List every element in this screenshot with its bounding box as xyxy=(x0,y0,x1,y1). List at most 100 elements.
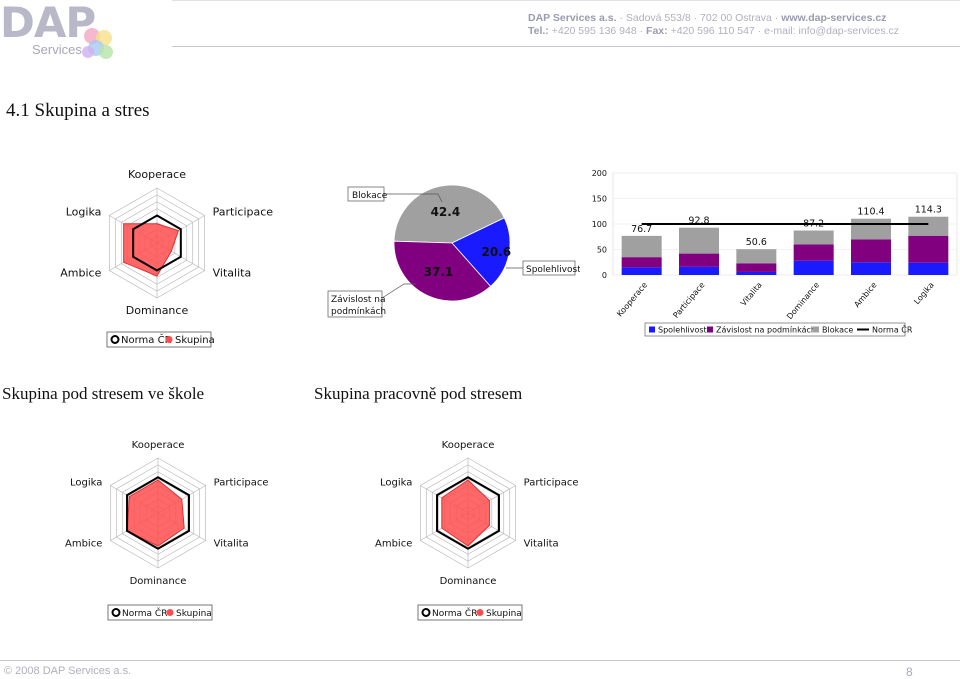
bar-segment xyxy=(621,235,662,258)
legend-label: Závislost na podmínkách xyxy=(716,326,816,335)
pie-slice xyxy=(393,184,505,244)
radar-series-skupina xyxy=(441,479,490,547)
legend-swatch xyxy=(813,326,819,333)
footer-rule xyxy=(0,660,960,661)
bar-total-label: 110.4 xyxy=(857,207,884,218)
bar-segment xyxy=(679,266,719,275)
bar-segment xyxy=(736,249,777,264)
radar-series-skupina xyxy=(123,223,180,277)
pie-chart-stres: 42.4 20.6 37.1 Blokace Spolehlivost Závislost… xyxy=(327,184,580,318)
page-number: 8 xyxy=(906,665,913,679)
pie-value-label: 42.4 xyxy=(431,205,461,219)
bar-total-label: 92.8 xyxy=(688,216,709,227)
header-rule xyxy=(172,46,960,47)
radar-axis-label: Participace xyxy=(524,478,579,489)
legend-skupina-label: Skupina xyxy=(175,335,215,346)
company-name: DAP Services a.s. xyxy=(528,12,617,24)
callout-box-zavislost xyxy=(327,290,383,318)
legend-norma-label: Norma ČR xyxy=(121,333,172,346)
legend-norma-label: Norma ČR xyxy=(872,324,913,335)
x-tick-label: Dominance xyxy=(785,280,821,321)
legend-skupina-label: Skupina xyxy=(486,609,522,619)
website-link: www.dap-services.cz xyxy=(781,12,887,24)
legend-label: Blokace xyxy=(822,326,853,335)
bar-segment xyxy=(793,260,834,275)
bar-segment xyxy=(621,267,662,275)
legend-label: Spolehlivost xyxy=(658,326,707,335)
legend-box xyxy=(107,604,213,621)
radar-axis-label: Kooperace xyxy=(442,440,495,451)
contact-block: DAP Services a.s. · Sadová 553/8 · 702 0… xyxy=(528,12,900,37)
subtitle-pracovne: Skupina pracovně pod stresem xyxy=(314,384,523,403)
legend-box xyxy=(644,322,906,337)
address: Sadová 553/8 xyxy=(625,12,691,24)
legend-skupina-marker xyxy=(166,609,174,616)
radar-axis-label: Vitalita xyxy=(214,539,249,550)
pie-value-label: 37.1 xyxy=(424,265,454,279)
bar-segment xyxy=(621,257,662,268)
pie-slice xyxy=(393,240,492,302)
radar-axis-label: Dominance xyxy=(130,576,187,587)
radar-axis-label: Logika xyxy=(380,478,412,489)
legend-skupina-marker xyxy=(165,336,173,343)
bar-segment xyxy=(793,244,834,261)
y-tick-label: 50 xyxy=(597,246,607,255)
radar-chart-skola: Kooperace Participace Vitalita Dominance Amb… xyxy=(65,440,269,621)
callout-line-zavislost xyxy=(381,283,416,299)
radar-chart-skupina: Kooperace Participace Vitalita Dominance Amb… xyxy=(60,168,274,348)
radar-axis-label: Vitalita xyxy=(524,539,559,550)
legend-norma-label: Norma ČR xyxy=(432,607,477,619)
radar-series-norma xyxy=(132,214,182,272)
fax-value: +420 596 110 547 xyxy=(670,25,755,37)
callout-label-zavislost-1: Závislost na xyxy=(331,295,386,305)
bar-segment xyxy=(851,239,891,263)
subtitle-skola: Skupina pod stresem ve škole xyxy=(2,384,205,403)
x-tick-label: Participace xyxy=(671,280,706,320)
legend-swatch xyxy=(707,326,713,333)
radar-axis-label: Participace xyxy=(213,206,274,219)
bar-segment xyxy=(736,271,777,275)
footer-copyright: © 2008 DAP Services a.s. xyxy=(4,665,132,677)
legend-skupina-label: Skupina xyxy=(176,609,212,619)
y-tick-label: 150 xyxy=(592,195,607,204)
radar-axis-label: Kooperace xyxy=(128,168,186,181)
callout-label-spolehlivost: Spolehlivost xyxy=(526,265,580,275)
section-title: 4.1 Skupina a stres xyxy=(6,100,150,121)
bar-chart-stres: 0 50 100 150 200 76.7 Kooperace 92.8 Participace… xyxy=(592,169,958,337)
bar-segment xyxy=(679,253,719,267)
tel-label: Tel.: xyxy=(528,25,549,37)
radar-axis-label: Dominance xyxy=(440,576,497,587)
tel-value: +420 595 136 948 xyxy=(551,25,637,37)
bar-segment xyxy=(908,235,949,263)
radar-axis-label: Ambice xyxy=(375,539,412,550)
callout-label-blokace: Blokace xyxy=(352,191,388,201)
legend-box xyxy=(106,331,212,348)
radar-axis-label: Logika xyxy=(66,206,102,219)
legend-norma-marker xyxy=(421,608,431,617)
company-logo: DAP xyxy=(0,0,96,47)
radar-axis-label: Ambice xyxy=(65,539,102,550)
pie-value-label: 20.6 xyxy=(482,245,512,259)
y-tick-label: 0 xyxy=(602,271,607,280)
y-tick-label: 100 xyxy=(592,220,607,229)
radar-series-skupina xyxy=(126,479,185,547)
bar-segment xyxy=(908,216,949,236)
radar-axis-label: Logika xyxy=(70,478,102,489)
bar-segment xyxy=(908,262,949,275)
legend-box xyxy=(417,604,523,621)
fax-label: Fax: xyxy=(646,25,668,37)
logo-circles-icon xyxy=(82,28,113,59)
logo-subtitle: Services xyxy=(32,42,82,57)
callout-line-blokace xyxy=(384,193,443,203)
bar-total-label: 50.6 xyxy=(746,237,767,248)
radar-chart-pracovne: Kooperace Participace Vitalita Dominance Amb… xyxy=(375,440,579,621)
bar-total-label: 114.3 xyxy=(915,205,942,216)
callout-label-zavislost-2: podmínkách xyxy=(331,307,386,317)
city: 702 00 Ostrava xyxy=(700,12,772,24)
legend-norma-marker xyxy=(110,335,120,344)
bar-segment xyxy=(851,218,891,240)
x-tick-label: Vitalita xyxy=(739,280,764,307)
legend-swatch xyxy=(649,326,655,333)
x-tick-label: Ambice xyxy=(852,280,878,309)
radar-axis-label: Ambice xyxy=(60,267,101,280)
